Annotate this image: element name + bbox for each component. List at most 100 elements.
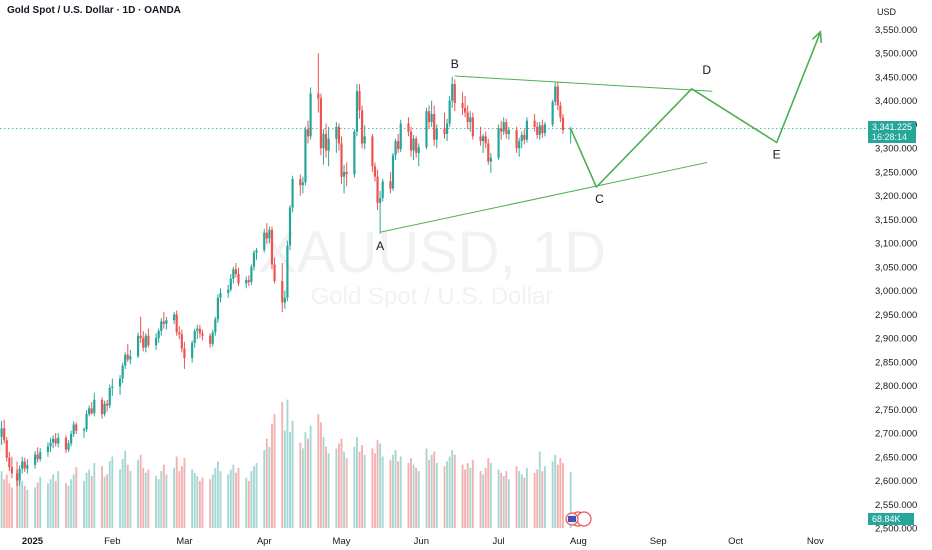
candle-body [193,330,196,343]
candle-body [88,408,91,415]
volume-bar [415,467,418,528]
candle-body [33,454,37,465]
candle-body [160,321,163,331]
volume-bar [34,487,37,528]
volume-bar [394,450,397,528]
volume-bar [196,476,199,528]
candle-body [309,93,312,137]
volume-bar [124,450,127,528]
candle-body [443,128,446,134]
volume-bar [518,471,521,528]
candle-body [399,123,402,150]
volume-bar [428,459,430,528]
volume-bar [209,479,212,528]
candle-body [23,461,26,469]
candle-body [379,198,382,203]
candle-body [373,166,377,177]
volume-bar [3,479,6,528]
candle-body [363,136,366,144]
candle-body [427,111,431,123]
volume-bar [500,472,503,528]
volume-bar [268,446,271,528]
candle-body [155,338,158,346]
volume-bar [201,477,204,528]
candle-body [507,130,510,134]
volume-bar [211,474,214,528]
volume-bar [361,445,364,528]
candle-body [121,365,124,379]
candle-body [255,250,258,253]
volume-bar [505,471,508,528]
volume-bar [374,453,376,528]
candle-body [525,120,528,140]
volume-bar [371,448,374,528]
x-tick-label: Feb [104,536,120,547]
volume-bar [554,454,557,528]
volume-bar [327,453,330,528]
candle-body [497,128,500,158]
candle-body [234,269,238,275]
candle-body [265,232,268,239]
candle-body [453,84,456,104]
candle-body [355,91,359,132]
volume-bar [507,479,510,528]
watermark-name: Gold Spot / U.S. Dollar [311,283,554,310]
volume-bar [541,471,544,528]
volume-bar [453,454,456,528]
candle-body [433,114,436,140]
volume-bar [137,459,140,528]
candle-body [505,122,508,134]
volume-bar [309,425,312,528]
volume-bar [183,458,186,528]
event-flag-icon[interactable] [565,511,592,527]
volume-bar [343,451,346,528]
volume-bar [18,477,21,528]
candle-body [543,124,547,133]
volume-bar [255,463,258,528]
x-tick-label: Jul [492,536,504,547]
volume-bar [139,454,142,528]
volume-bar [157,479,160,528]
trendline [380,161,708,233]
candle-body [286,245,289,298]
volume-bar [484,467,487,528]
volume-bar [198,480,201,528]
candle-body [482,136,485,142]
point-label-c: C [595,192,604,206]
volume-bar [358,451,361,528]
candle-body [39,452,42,460]
candle-body [103,403,106,415]
y-tick-label: 3,300.000 [875,144,917,155]
y-tick-label: 2,900.000 [875,334,917,345]
candle-body [268,229,271,239]
volume-bar [237,467,240,528]
candle-body [335,126,338,139]
candle-body [237,274,240,284]
x-tick-label: 2025 [22,536,44,547]
candle-body [36,454,39,460]
candle-body [500,128,503,132]
volume-bar [21,480,24,528]
candle-body [139,335,142,339]
volume-bar [482,474,485,528]
candle-body [178,332,181,335]
candle-body [106,403,109,406]
candle-body [391,155,395,189]
volume-bar [443,466,446,528]
volume-bar [525,467,528,528]
candle-body [523,134,526,140]
candle-body [247,280,250,283]
candle-body [3,428,6,441]
y-tick-label: 3,450.000 [875,72,917,83]
candle-body [232,269,235,279]
y-tick-label: 3,200.000 [875,191,917,202]
y-tick-label: 2,750.000 [875,405,917,416]
candle-body [291,179,294,208]
volume-bar [471,459,474,528]
candle-body [201,333,204,336]
volume-bar [57,471,60,528]
point-label-e: E [773,147,781,161]
volume-bar [304,432,307,528]
candle-body [85,414,88,430]
